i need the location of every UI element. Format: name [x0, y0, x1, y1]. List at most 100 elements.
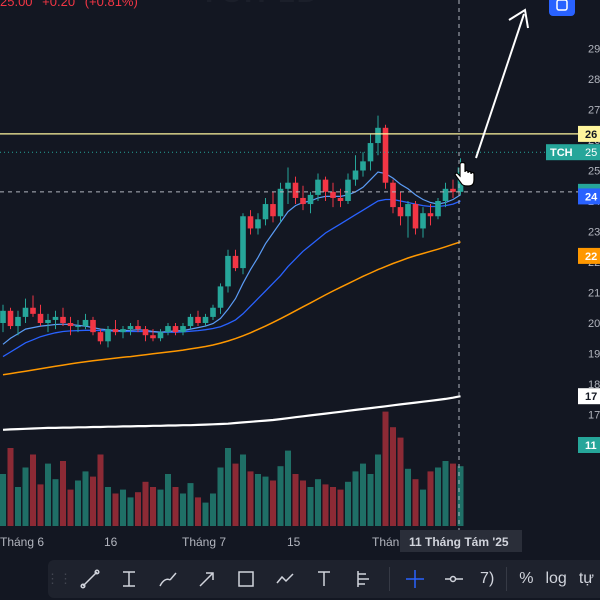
candle-body — [67, 323, 74, 327]
candle-body — [300, 197, 306, 205]
symbol-tag-label: TCH — [550, 147, 573, 159]
moving-averages — [2, 171, 461, 431]
candle-body — [135, 326, 141, 330]
volume-bar — [60, 461, 66, 526]
arrow-tool-icon[interactable] — [187, 560, 226, 598]
volume-bar — [337, 489, 344, 526]
candles — [0, 115, 464, 348]
candle-body — [195, 316, 201, 323]
candle-body — [90, 319, 96, 333]
candle-body — [367, 143, 374, 162]
time-tick-label: Tháng 6 — [0, 535, 44, 549]
text-cursor-tool-icon[interactable] — [109, 560, 148, 598]
volume-bar — [15, 487, 21, 526]
volume-bar — [105, 487, 111, 526]
volume-bar — [322, 484, 329, 526]
price-tick-label: 20 — [588, 318, 600, 330]
volume-bar — [142, 481, 149, 526]
candle-body — [142, 329, 149, 336]
price-tick-label: 29 — [588, 44, 600, 56]
price-marker-label: 24 — [585, 191, 598, 203]
price-marker — [578, 437, 600, 453]
watermark-symbol: TCH 1D — [200, 0, 320, 10]
candle-body — [165, 326, 171, 333]
price-axis: 292827262524232221201918171626TCH2524242… — [546, 0, 600, 530]
horizontal-ray-tool-icon[interactable] — [435, 560, 474, 598]
path-tool-icon[interactable] — [266, 560, 305, 598]
price-tick-label: 23 — [588, 227, 600, 239]
volume-bar — [300, 480, 306, 526]
volume-bar — [0, 474, 6, 526]
price-marker-label: 17 — [585, 391, 597, 403]
price-marker-label: 25 — [585, 147, 597, 159]
volume-bar — [292, 474, 299, 526]
candle-body — [75, 326, 81, 328]
measure-tool-icon[interactable] — [344, 560, 383, 598]
crosshair-tool-icon[interactable] — [396, 560, 435, 598]
volume-bar — [352, 471, 359, 526]
candle-body — [345, 179, 351, 201]
volume-bar — [232, 463, 239, 526]
candle-body — [390, 182, 396, 208]
candle-body — [322, 179, 329, 192]
volume-bar — [435, 467, 441, 526]
crosshair-date-bg — [400, 530, 522, 552]
candle-body — [82, 319, 89, 327]
volume-bar — [427, 471, 434, 526]
volume-bar — [390, 427, 396, 526]
candle-body — [442, 188, 449, 201]
candle-body — [450, 188, 456, 192]
ma-mid-line — [2, 198, 461, 358]
brush-tool-icon[interactable] — [148, 560, 187, 598]
volume-bar — [255, 474, 261, 526]
ma-long-line — [2, 241, 461, 376]
volume-bar — [345, 481, 351, 526]
candle-body — [277, 188, 284, 217]
candle-body — [217, 286, 224, 308]
candle-body — [427, 213, 434, 217]
volume-bar — [180, 493, 186, 526]
candle-body — [337, 197, 344, 201]
last-price: 25.00 — [0, 0, 33, 9]
candle-body — [52, 316, 59, 320]
percent-scale-button[interactable]: % — [519, 570, 534, 587]
candle-body — [7, 310, 14, 327]
candle-body — [375, 127, 381, 144]
volume-bar — [382, 411, 389, 526]
volume-bar — [367, 474, 374, 526]
log-scale-button[interactable]: log — [545, 570, 567, 587]
candle-body — [397, 207, 404, 217]
candle-body — [225, 255, 231, 287]
auto-scale-button[interactable]: tự — [578, 570, 594, 587]
volume-bar — [112, 493, 119, 526]
price-marker — [578, 247, 600, 264]
volume-bar — [240, 454, 246, 526]
volume-bar — [450, 463, 456, 526]
price-change-pct: (+0.81%) — [84, 0, 138, 9]
alert-button[interactable] — [549, 0, 575, 16]
candle-body — [255, 219, 261, 229]
candle-body — [202, 316, 209, 323]
price-change: +0.20 — [42, 0, 76, 9]
candle-body — [30, 307, 36, 314]
candle-body — [97, 332, 104, 342]
candle-body — [105, 329, 111, 342]
price-marker-label: 22 — [585, 251, 597, 263]
trend-line-tool-icon[interactable] — [70, 560, 109, 598]
text-tool-icon[interactable] — [305, 560, 344, 598]
candle-body — [60, 316, 66, 323]
toolbar-divider — [388, 567, 390, 591]
candle-body — [435, 201, 441, 217]
candle-body — [150, 335, 156, 339]
price-tick-label: 25 — [588, 166, 600, 178]
candle-body — [172, 326, 179, 333]
crosshair-date-label: 11 Tháng Tám '25 — [409, 535, 509, 549]
volume-bar — [165, 474, 171, 526]
rectangle-tool-icon[interactable] — [226, 560, 265, 598]
candle-body — [37, 313, 44, 323]
candle-body — [15, 316, 21, 327]
drag-handle-icon[interactable]: ⋮⋮ — [46, 571, 72, 586]
price-tick-label: 21 — [588, 288, 600, 300]
volume-bar — [127, 497, 134, 526]
